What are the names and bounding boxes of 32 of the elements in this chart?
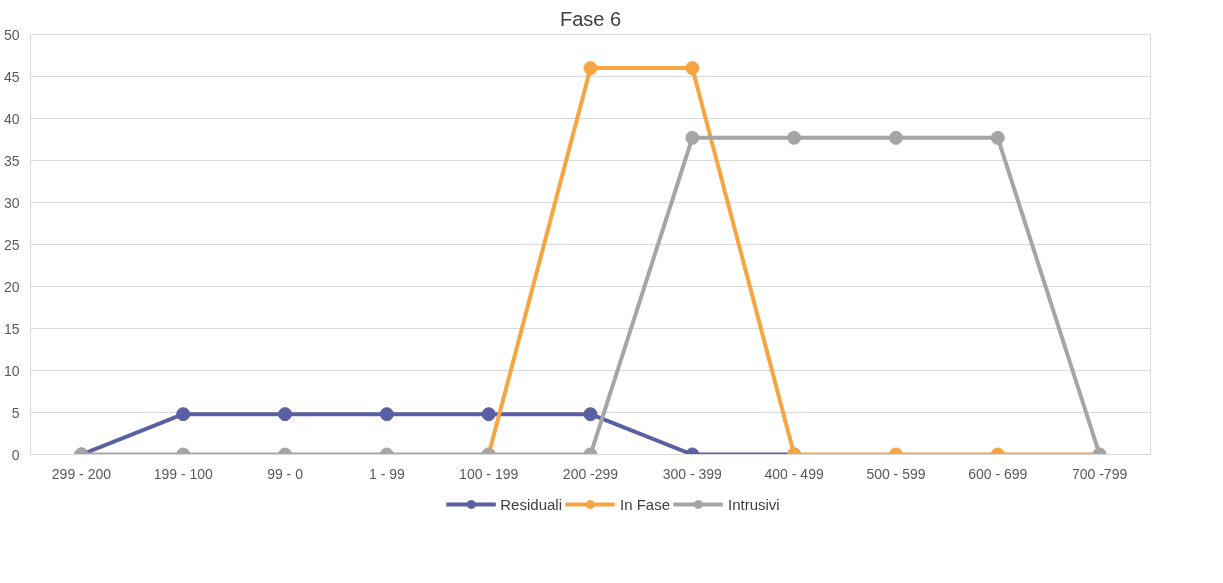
point (685, 130, 700, 145)
y-tick-label: 50 (3, 26, 20, 43)
x-tick-label: 1 - 99 (368, 465, 405, 482)
point (990, 130, 1005, 145)
y-tick-label: 25 (3, 236, 20, 253)
point (583, 61, 598, 76)
y-tick-label: 10 (3, 362, 20, 379)
y-tick-label: 15 (3, 320, 20, 337)
y-tick-label: 40 (3, 110, 20, 127)
x-tick-label: 700 -799 (1071, 465, 1128, 482)
x-tick-label: 200 -299 (562, 465, 619, 482)
y-tick-label: 35 (3, 152, 20, 169)
point (787, 130, 802, 145)
x-tick-label: 299 - 200 (51, 465, 112, 482)
point (888, 130, 903, 145)
x-tick-label: 100 - 199 (459, 465, 519, 482)
point (685, 61, 700, 76)
x-tick-label: 300 - 399 (662, 465, 723, 482)
legend-label: Residuali (500, 495, 562, 513)
y-tick-label: 45 (3, 68, 20, 85)
y-tick-label: 30 (3, 194, 20, 211)
x-tick-label: 600 - 699 (968, 465, 1028, 482)
chart-title: Fase 6 (559, 7, 622, 30)
x-tick-label: 99 - 0 (267, 465, 304, 482)
x-tick-label: 400 - 499 (764, 465, 824, 482)
y-tick-label: 0 (11, 446, 20, 463)
legend-label: In Fase (619, 495, 671, 513)
y-tick-label: 5 (11, 404, 20, 421)
x-tick-label: 500 - 599 (866, 465, 926, 482)
y-tick-label: 20 (3, 278, 20, 295)
legend-label: Intrusivi (728, 495, 780, 513)
x-tick-label: 199 - 100 (153, 465, 214, 482)
